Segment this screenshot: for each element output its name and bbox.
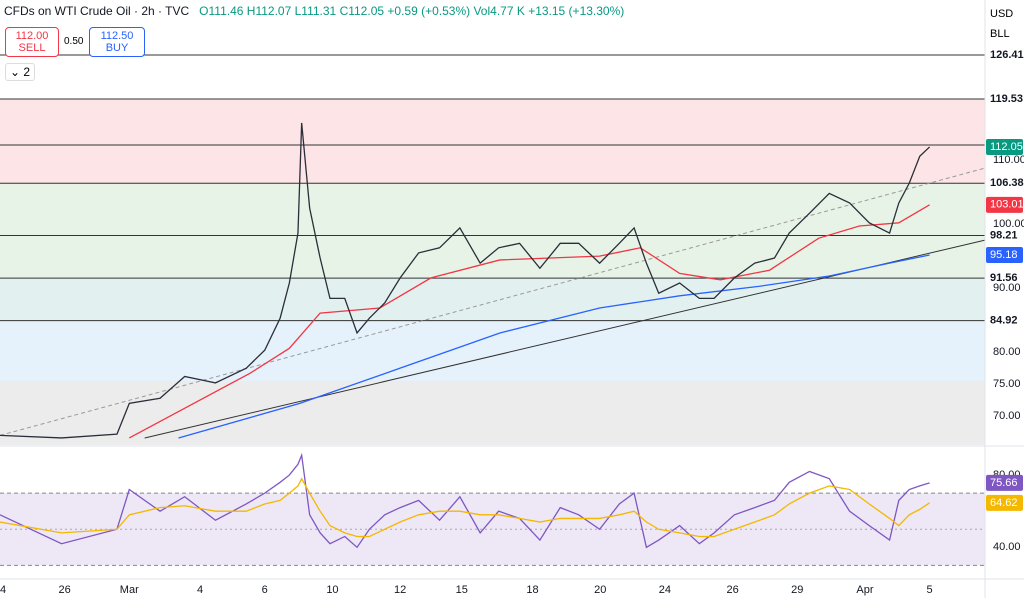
x-tick-label: 29 xyxy=(791,584,803,596)
buy-label: BUY xyxy=(105,42,129,54)
zone xyxy=(0,380,985,445)
level-label: 119.53 xyxy=(990,93,1023,105)
x-tick-label: 5 xyxy=(927,584,933,596)
header: CFDs on WTI Crude Oil · 2h · TVC O111.46… xyxy=(4,4,624,18)
rsi-band xyxy=(0,493,985,566)
low: L111.31 xyxy=(294,4,337,18)
volume-change: +13.15 (+13.30%) xyxy=(528,4,625,18)
price-line xyxy=(0,122,931,439)
indicator-count: 2 xyxy=(23,65,31,79)
x-tick-label: 26 xyxy=(726,584,738,596)
symbol[interactable]: CFDs on WTI Crude Oil · 2h · TVC xyxy=(4,4,190,18)
x-tick-label: 10 xyxy=(326,584,338,596)
x-tick-label: 24 xyxy=(659,584,671,596)
price-badge xyxy=(986,138,1023,155)
price-badge xyxy=(986,246,1023,263)
zone xyxy=(0,235,985,279)
open: O111.46 xyxy=(199,4,244,18)
price-badge-label: 103.01 xyxy=(990,199,1024,211)
x-tick-label: 6 xyxy=(262,584,268,596)
x-tick-label: 20 xyxy=(594,584,606,596)
rsi-badge xyxy=(986,474,1023,491)
currency[interactable]: USD xyxy=(990,8,1014,20)
moving-average xyxy=(178,254,930,439)
y-tick-label: 70.00 xyxy=(993,410,1021,422)
zone xyxy=(0,144,985,184)
price-badge-label: 112.05 xyxy=(990,141,1023,153)
zone xyxy=(0,278,985,321)
volume: Vol4.77 K xyxy=(473,4,525,18)
ohlc: O111.46 H112.07 L111.31 C112.05 +0.59 (+… xyxy=(199,4,624,18)
rsi-line xyxy=(0,477,930,538)
x-tick-label: 18 xyxy=(526,584,538,596)
x-tick-label: 4 xyxy=(197,584,203,596)
zone xyxy=(0,99,985,145)
x-tick-label: 12 xyxy=(394,584,406,596)
buy-button[interactable]: 112.50 BUY xyxy=(89,27,145,57)
x-tick-label: 15 xyxy=(456,584,468,596)
level-tag xyxy=(986,312,1023,329)
price-badge-label: 95.18 xyxy=(990,249,1018,261)
x-tick-label: 4 xyxy=(0,584,6,596)
x-tick-label: Mar xyxy=(120,584,139,596)
change: +0.59 (+0.53%) xyxy=(387,4,471,18)
sell-label: SELL xyxy=(18,42,46,54)
rsi-badge-label: 64.62 xyxy=(990,497,1018,509)
zone xyxy=(0,320,985,381)
price-badge xyxy=(986,196,1023,213)
level-tag xyxy=(986,47,1023,64)
y-tick-label: 80.00 xyxy=(993,346,1021,358)
y-tick-label: 40.00 xyxy=(993,541,1021,553)
high: H112.07 xyxy=(246,4,292,18)
zone xyxy=(0,183,985,236)
sell-button[interactable]: 112.00 SELL xyxy=(5,27,59,57)
trendline xyxy=(0,167,986,436)
y-tick-label: 75.00 xyxy=(993,378,1021,390)
y-tick-label: 110.00 xyxy=(993,154,1024,166)
moving-average xyxy=(128,204,930,439)
level-label: 84.92 xyxy=(990,315,1018,327)
spread: 0.50 xyxy=(64,36,84,47)
x-tick-label: 26 xyxy=(59,584,71,596)
rsi-badge-label: 75.66 xyxy=(990,477,1018,489)
y-tick-label: 90.00 xyxy=(993,282,1021,294)
level-label: 91.56 xyxy=(990,272,1018,284)
level-tag xyxy=(986,91,1023,108)
rsi-badge xyxy=(986,494,1023,511)
unit[interactable]: BLL xyxy=(990,28,1010,40)
level-label: 106.38 xyxy=(990,177,1024,189)
y-tick-label: 100.00 xyxy=(993,218,1024,230)
buy-price: 112.50 xyxy=(100,30,134,42)
level-tag xyxy=(986,175,1023,192)
level-label: 126.41 xyxy=(990,49,1024,61)
level-tag xyxy=(986,227,1023,244)
indicator-toggle[interactable]: ⌄ 2 xyxy=(5,63,36,81)
sell-price: 112.00 xyxy=(15,30,49,42)
level-tag xyxy=(986,270,1023,287)
close: C112.05 xyxy=(339,4,385,18)
level-label: 98.21 xyxy=(990,229,1018,241)
rsi-line xyxy=(0,452,930,549)
x-tick-label: Apr xyxy=(856,584,873,596)
